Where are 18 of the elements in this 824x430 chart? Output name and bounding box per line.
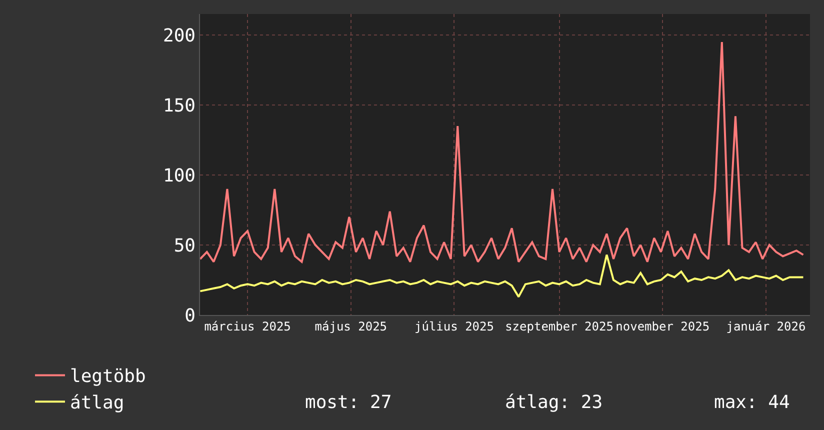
legend-label: legtöbb bbox=[70, 366, 146, 388]
x-tick-label: november 2025 bbox=[616, 319, 710, 334]
x-tick-label: március 2025 bbox=[204, 319, 291, 334]
line-series bbox=[200, 41, 804, 263]
y-tick-label: 50 bbox=[174, 235, 196, 256]
x-tick-label: január 2026 bbox=[726, 319, 806, 334]
x-tick-label: május 2025 bbox=[314, 319, 388, 334]
y-tick-label: 0 bbox=[184, 305, 196, 326]
line-series bbox=[200, 254, 804, 298]
x-tick-label: szeptember 2025 bbox=[505, 319, 614, 334]
y-tick-label: 100 bbox=[163, 165, 196, 186]
x-tick-label: július 2025 bbox=[414, 319, 494, 334]
text: most: 27 bbox=[305, 392, 392, 413]
text: max: 44 bbox=[714, 392, 790, 413]
y-tick-label: 200 bbox=[163, 25, 196, 46]
text: átlag: 23 bbox=[505, 392, 603, 413]
legend-label: átlag bbox=[70, 392, 124, 414]
y-tick-label: 150 bbox=[163, 95, 196, 116]
